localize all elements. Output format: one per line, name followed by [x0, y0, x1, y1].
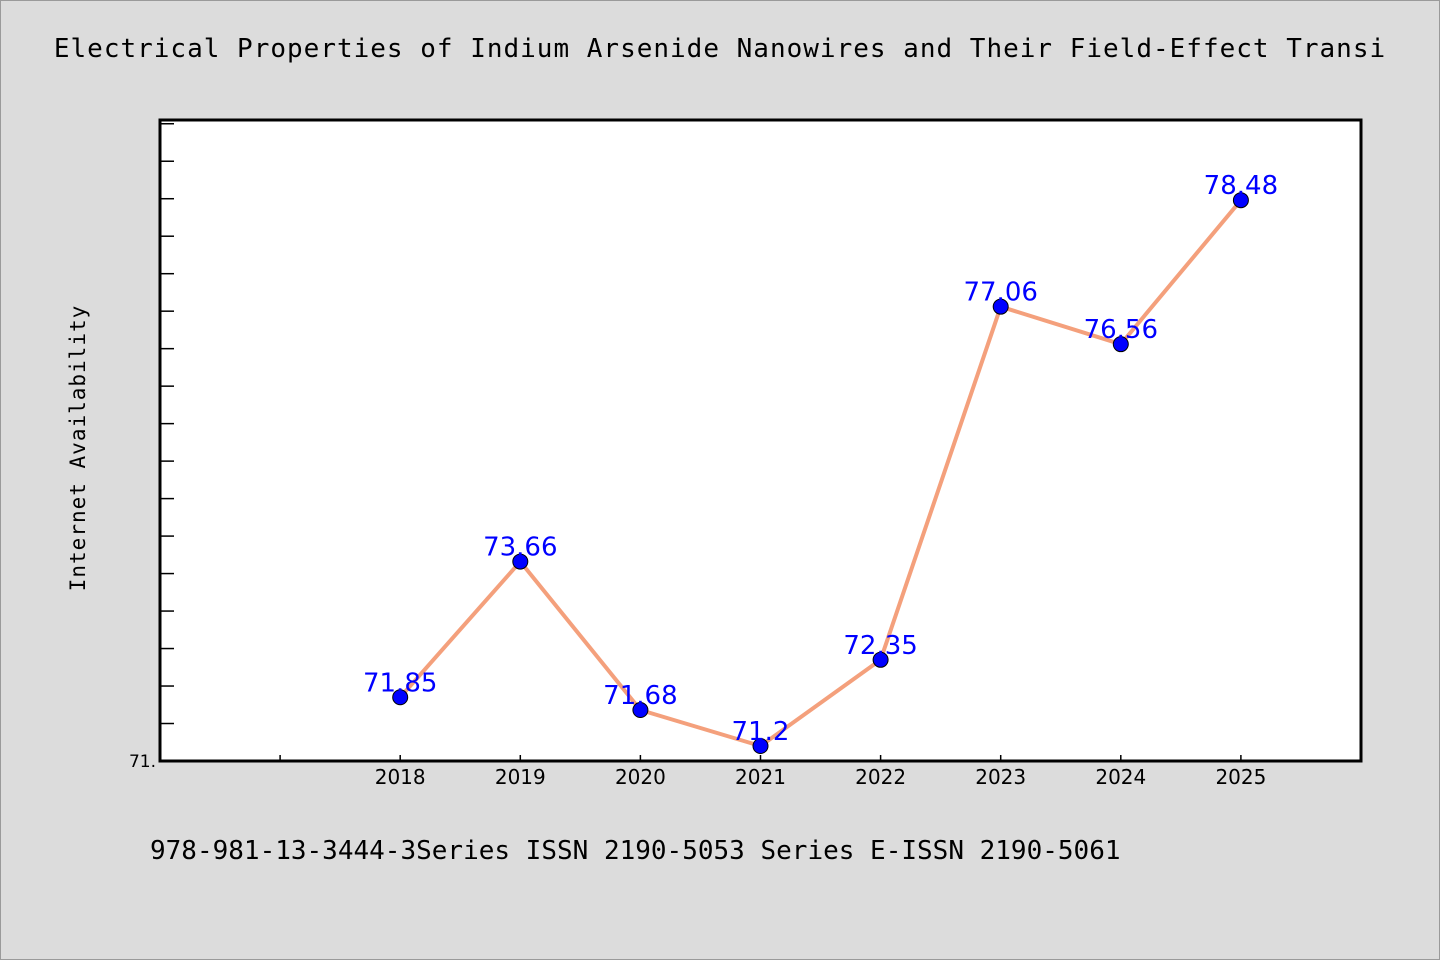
- chart-title: Electrical Properties of Indium Arsenide…: [53, 34, 1387, 64]
- x-axis-ticks: 2018 2019 2020 2021 2022 2023 2024 2025: [279, 755, 1266, 789]
- data-point: [752, 738, 769, 755]
- x-tick-label: 2021: [735, 765, 786, 789]
- x-tick-label: 2023: [975, 765, 1026, 789]
- data-label: 76.56: [1084, 315, 1158, 345]
- series-group: [392, 192, 1249, 755]
- y-axis-ticks: 71.: [129, 122, 174, 772]
- x-tick-label: 2024: [1095, 765, 1146, 789]
- plot-area: [158, 118, 1363, 763]
- data-label: 72.35: [843, 631, 917, 661]
- series-line: [398, 198, 1243, 749]
- data-label: 71.85: [363, 668, 437, 698]
- data-point: [1232, 192, 1249, 209]
- data-point: [1112, 336, 1129, 353]
- footer-isbn-text: 978-981-13-3444-3Series ISSN 2190-5053 S…: [150, 836, 1121, 866]
- x-tick-label: 2022: [855, 765, 906, 789]
- data-label: 78.48: [1204, 171, 1278, 201]
- x-tick-label: 2018: [375, 765, 426, 789]
- data-point: [512, 553, 529, 570]
- x-tick-label: 2025: [1215, 765, 1266, 789]
- data-label: 77.06: [963, 278, 1037, 308]
- data-labels: 71.85 73.66 71.68 71.2 72.35 77.06 76.56 78.48: [363, 171, 1278, 747]
- data-point: [392, 689, 409, 706]
- x-tick-label: 2019: [495, 765, 546, 789]
- data-label: 71.68: [603, 681, 677, 711]
- data-point: [632, 702, 649, 719]
- data-label: 71.2: [732, 717, 790, 747]
- data-point: [872, 651, 889, 668]
- data-point: [992, 298, 1009, 315]
- x-tick-label: 2020: [615, 765, 666, 789]
- y-tick-label: 71.: [129, 752, 156, 772]
- data-label: 73.66: [483, 533, 557, 563]
